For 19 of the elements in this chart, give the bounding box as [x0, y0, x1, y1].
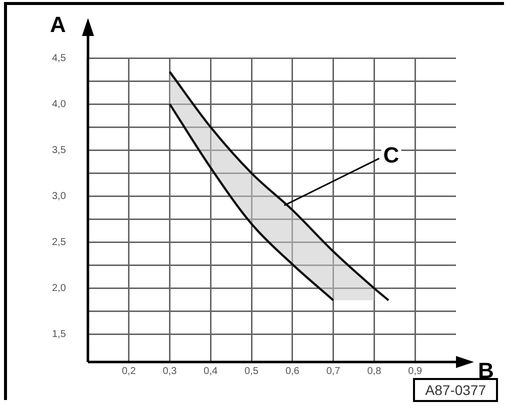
y-tick-label: 4,0	[52, 98, 66, 110]
x-tick-label: 0,4	[204, 366, 218, 377]
y-tick-label: 2,0	[52, 283, 66, 294]
x-tick-label: 0,8	[367, 366, 382, 377]
y-tick-label: 4,5	[52, 52, 66, 64]
line-series	[168, 102, 334, 302]
x-tick-label: 0,2	[122, 366, 136, 377]
y-tick-label: 3,0	[52, 190, 66, 202]
x-tick-label: 0,3	[162, 366, 178, 377]
annotation: C	[383, 142, 400, 168]
x-tick-label: 0,5	[244, 366, 259, 377]
y-tick-label: 1,5	[52, 329, 66, 340]
y-tick-label: 3,5	[52, 144, 66, 156]
text: A87-0377	[413, 378, 498, 402]
x-tick-label: 0,6	[285, 366, 300, 377]
y-tick-label: 2,5	[52, 236, 66, 248]
x-tick-label: 0,9	[408, 366, 422, 377]
x-tick-label: 0,7	[326, 366, 341, 377]
y-axis-title: A	[50, 12, 66, 38]
